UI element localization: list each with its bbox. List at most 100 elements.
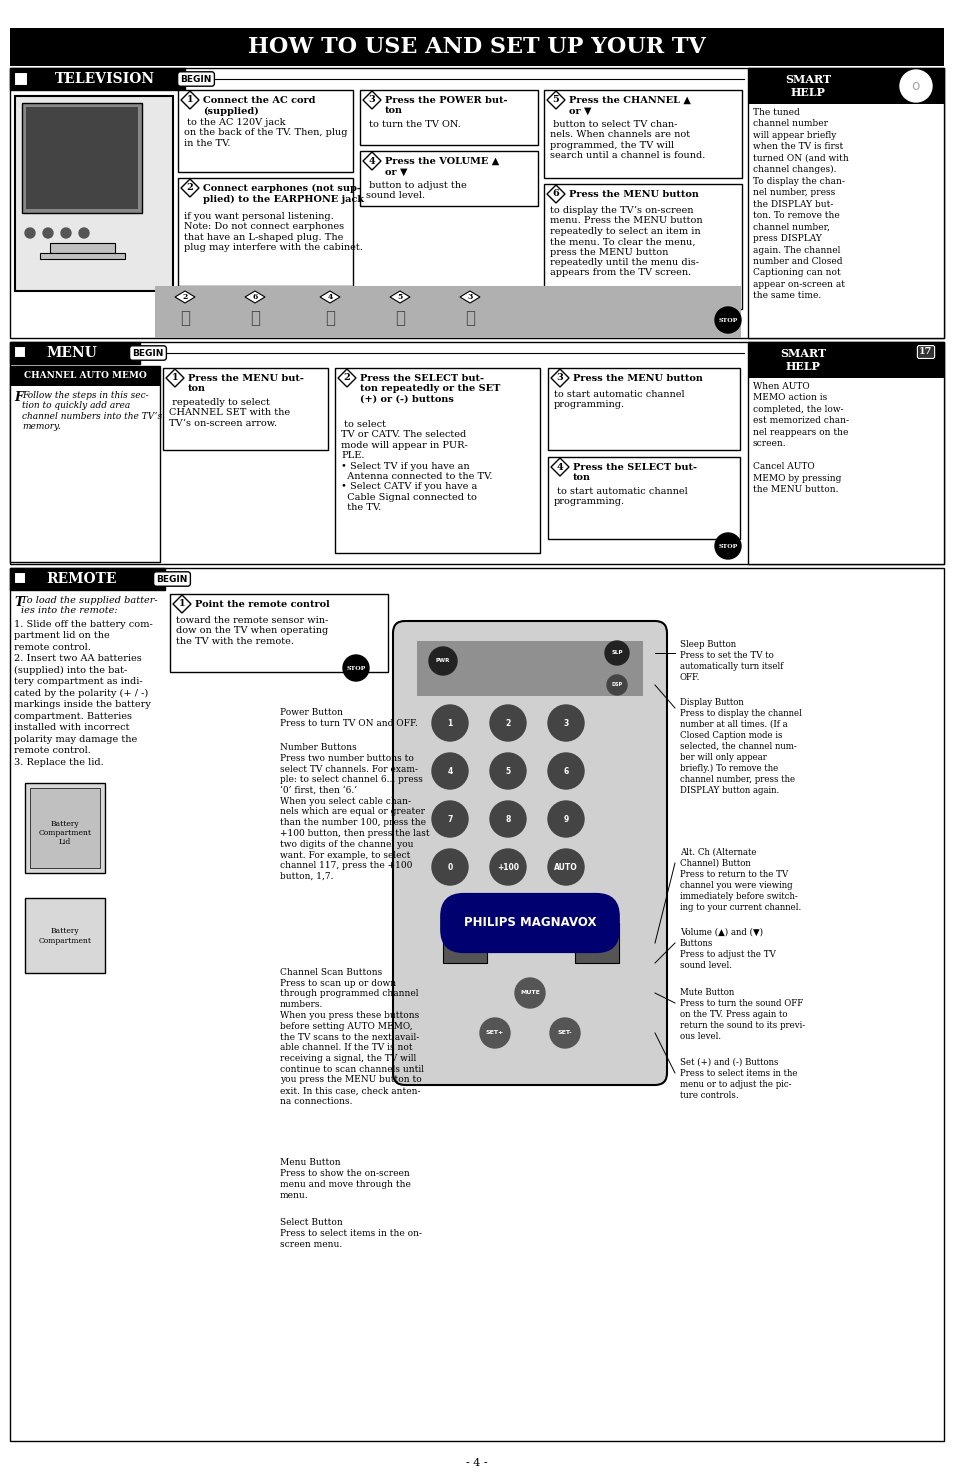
Circle shape [432,705,468,740]
Text: Battery
Compartment: Battery Compartment [38,928,91,944]
Text: Display Button
Press to display the channel
number at all times. (If a
Closed Ca: Display Button Press to display the chan… [679,698,801,795]
Bar [25,783,105,873]
Circle shape [547,754,583,789]
Text: to display the TV’s on-screen
menu. Press the MENU button
repeatedly to select a: to display the TV’s on-screen menu. Pres… [550,207,702,277]
Text: 8: 8 [505,814,510,823]
FancyBboxPatch shape [393,621,666,1086]
Polygon shape [363,152,380,170]
Bar [170,594,388,673]
Text: Mute Button
Press to turn the sound OFF
on the TV. Press again to
return the sou: Mute Button Press to turn the sound OFF … [679,988,804,1041]
Polygon shape [546,184,564,204]
Text: STOP: STOP [718,543,737,549]
Circle shape [79,229,89,237]
Text: - 4 -: - 4 - [466,1457,487,1468]
Polygon shape [390,291,410,302]
Bar [10,366,160,562]
Text: PWR: PWR [436,658,450,664]
Text: CHANNEL AUTO MEMO: CHANNEL AUTO MEMO [24,372,146,381]
Bar [10,568,943,1441]
Text: F: F [14,391,23,404]
Bar [747,342,943,563]
Text: 5: 5 [505,767,510,776]
Bar [14,572,26,584]
Polygon shape [174,291,194,302]
Circle shape [479,1018,510,1049]
Polygon shape [337,369,355,386]
Text: BEGIN: BEGIN [156,574,188,584]
Text: Press the MENU button: Press the MENU button [573,375,702,384]
Bar [10,28,943,66]
Circle shape [490,850,525,885]
Bar [178,178,353,286]
Text: Follow the steps in this sec-
tion to quickly add area
channel numbers into the : Follow the steps in this sec- tion to qu… [22,391,162,431]
Text: Alt. Ch (Alternate
Channel) Button
Press to return to the TV
channel you were vi: Alt. Ch (Alternate Channel) Button Press… [679,848,801,912]
Circle shape [25,229,35,237]
Polygon shape [546,91,564,109]
Bar [178,90,353,173]
Circle shape [606,676,626,695]
Text: 0: 0 [447,863,452,872]
Circle shape [515,978,544,1007]
Text: CH
▲▼: CH ▲▼ [591,937,601,950]
Text: 1. Slide off the battery com-
partment lid on the
remote control.
2. Insert two : 1. Slide off the battery com- partment l… [14,620,152,767]
Polygon shape [459,291,479,302]
Text: PHILIPS MAGNAVOX: PHILIPS MAGNAVOX [463,916,596,929]
Text: MUTE: MUTE [519,991,539,996]
Text: Press the SELECT but-
ton repeatedly or the SET
(+) or (-) buttons: Press the SELECT but- ton repeatedly or … [359,375,500,404]
Text: ✋: ✋ [325,308,335,327]
Text: 4: 4 [447,767,452,776]
Text: ✋: ✋ [250,308,260,327]
Text: 2: 2 [343,373,350,382]
Bar [14,347,26,358]
Bar [22,103,142,212]
Text: Press the POWER but-
ton: Press the POWER but- ton [385,96,507,115]
Text: 5: 5 [397,294,402,301]
Bar [163,367,328,450]
Text: T: T [14,596,23,609]
Text: button to select TV chan-
nels. When channels are not
programmed, the TV will
se: button to select TV chan- nels. When cha… [550,119,704,161]
Circle shape [490,801,525,836]
Circle shape [604,642,628,665]
Text: Select Button
Press to select items in the on-
screen menu.: Select Button Press to select items in t… [280,1218,421,1249]
Text: ✋: ✋ [464,308,475,327]
Bar [335,367,539,553]
Text: Press the VOLUME ▲
or ▼: Press the VOLUME ▲ or ▼ [385,156,498,177]
Text: Press the SELECT but-
ton: Press the SELECT but- ton [573,463,697,482]
Text: Press the MENU but-
ton: Press the MENU but- ton [188,375,304,394]
Text: Point the remote control: Point the remote control [194,600,330,609]
Polygon shape [172,594,191,614]
Bar [747,342,943,378]
Text: 5: 5 [552,96,558,105]
Bar [359,90,537,145]
Circle shape [547,801,583,836]
Text: SMART
HELP: SMART HELP [780,348,825,372]
Text: 1: 1 [447,718,452,727]
Bar [10,568,165,590]
Text: DSP: DSP [611,683,622,687]
Text: 3: 3 [556,373,563,382]
Polygon shape [166,369,184,386]
Text: Press the MENU button: Press the MENU button [568,190,699,199]
Text: MENU: MENU [47,347,97,360]
Text: Number Buttons
Press two number buttons to
select TV channels. For exam-
ple: to: Number Buttons Press two number buttons … [280,743,429,881]
Bar [10,342,140,364]
Text: 7: 7 [447,814,453,823]
Text: REMOTE: REMOTE [47,572,117,586]
Bar [547,367,740,450]
Polygon shape [181,91,199,109]
Circle shape [432,801,468,836]
Text: Sleep Button
Press to set the TV to
automatically turn itself
OFF.: Sleep Button Press to set the TV to auto… [679,640,782,681]
Text: Volume (▲) and (▼)
Buttons
Press to adjust the TV
sound level.: Volume (▲) and (▼) Buttons Press to adju… [679,928,775,971]
Text: STOP: STOP [718,317,737,323]
Bar [14,72,28,86]
Circle shape [432,850,468,885]
Text: to start automatic channel
programming.: to start automatic channel programming. [554,487,687,506]
Text: 1: 1 [187,96,193,105]
Text: 3: 3 [368,96,375,105]
Bar [442,923,486,963]
Circle shape [714,532,740,559]
Text: BEGIN: BEGIN [180,75,212,84]
Text: +100: +100 [497,863,518,872]
Bar [15,96,172,291]
Text: o: o [911,80,920,93]
